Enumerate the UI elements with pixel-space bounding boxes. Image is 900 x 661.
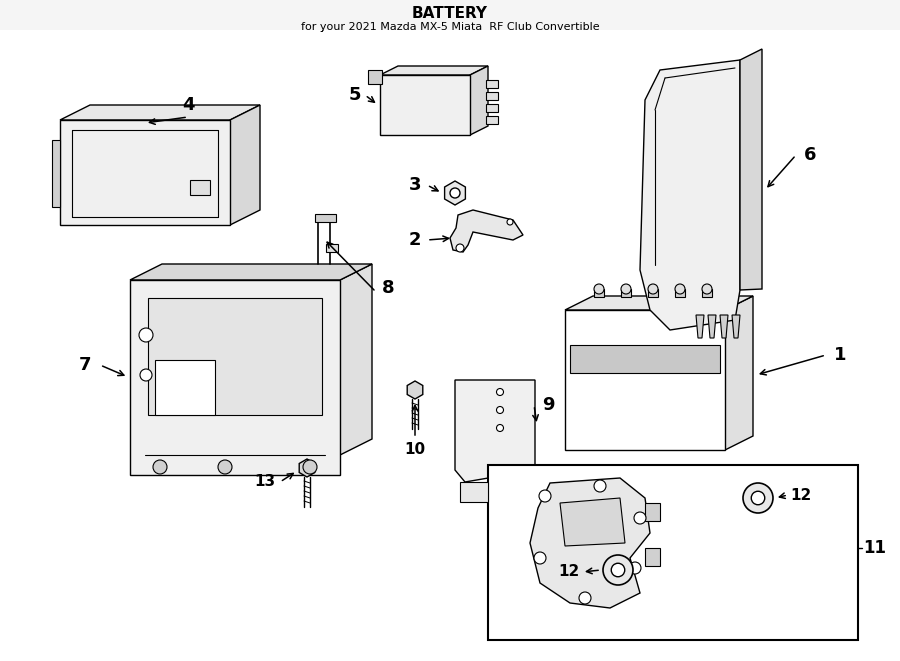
Bar (648, 289, 658, 297)
Polygon shape (130, 280, 340, 475)
Bar (645, 548, 660, 566)
Bar (675, 289, 685, 297)
Polygon shape (640, 60, 740, 330)
Polygon shape (230, 105, 260, 225)
Bar (645, 503, 660, 521)
Circle shape (303, 460, 317, 474)
Polygon shape (470, 66, 488, 135)
Bar (190, 180, 210, 195)
Text: 1: 1 (833, 346, 846, 364)
Text: 4: 4 (182, 96, 194, 114)
Bar (486, 80, 498, 88)
Text: 8: 8 (382, 279, 394, 297)
Circle shape (743, 483, 773, 513)
Text: 11: 11 (863, 539, 886, 557)
Bar (621, 289, 631, 297)
Circle shape (139, 328, 153, 342)
Polygon shape (130, 264, 372, 280)
Polygon shape (740, 49, 762, 290)
Polygon shape (340, 264, 372, 455)
Bar (702, 289, 712, 297)
Polygon shape (708, 315, 716, 338)
Text: 5: 5 (349, 86, 361, 104)
Polygon shape (455, 380, 535, 482)
Circle shape (497, 389, 503, 395)
Circle shape (629, 562, 641, 574)
Text: BATTERY: BATTERY (412, 7, 488, 22)
Circle shape (603, 555, 633, 585)
Circle shape (594, 480, 606, 492)
Polygon shape (530, 478, 650, 608)
Polygon shape (565, 310, 725, 450)
Polygon shape (60, 105, 260, 120)
Circle shape (497, 407, 503, 414)
Text: 2: 2 (409, 231, 421, 249)
Bar (155, 360, 215, 415)
Text: 9: 9 (542, 396, 554, 414)
Circle shape (534, 552, 546, 564)
Circle shape (153, 460, 167, 474)
Bar (0, 0, 900, 28)
Circle shape (507, 219, 513, 225)
Circle shape (456, 244, 464, 252)
Polygon shape (565, 296, 753, 310)
Bar (326, 244, 338, 252)
Polygon shape (720, 315, 728, 338)
Bar (594, 289, 604, 297)
Polygon shape (299, 459, 315, 477)
Circle shape (450, 188, 460, 198)
Bar (0, 0, 900, 30)
Polygon shape (560, 498, 625, 546)
Circle shape (648, 284, 658, 294)
Text: 10: 10 (404, 442, 426, 457)
Text: 3: 3 (409, 176, 421, 194)
Polygon shape (450, 210, 523, 252)
Polygon shape (380, 75, 470, 135)
Text: 7: 7 (79, 356, 91, 374)
Polygon shape (732, 315, 740, 338)
Polygon shape (52, 140, 60, 207)
Polygon shape (60, 120, 230, 225)
Polygon shape (407, 381, 423, 399)
Bar (486, 92, 498, 100)
Circle shape (675, 284, 685, 294)
Circle shape (752, 491, 765, 505)
Circle shape (621, 284, 631, 294)
Text: BATTERY: BATTERY (412, 7, 488, 22)
Text: for your 2021 Mazda MX-5 Miata  RF Club Convertible: for your 2021 Mazda MX-5 Miata RF Club C… (301, 22, 599, 32)
Circle shape (140, 369, 152, 381)
Polygon shape (445, 181, 465, 205)
Circle shape (497, 424, 503, 432)
Circle shape (218, 460, 232, 474)
Bar (460, 482, 488, 502)
Circle shape (579, 592, 591, 604)
Text: 6: 6 (804, 146, 816, 164)
Text: 13: 13 (255, 475, 275, 490)
Text: 12: 12 (790, 488, 811, 502)
Circle shape (634, 512, 646, 524)
Polygon shape (380, 66, 488, 75)
Circle shape (539, 490, 551, 502)
Bar (368, 70, 382, 84)
Bar (315, 214, 336, 222)
Bar (488, 465, 858, 640)
Bar (570, 345, 720, 373)
Circle shape (702, 284, 712, 294)
Bar (486, 116, 498, 124)
Text: 12: 12 (559, 564, 580, 580)
Polygon shape (148, 298, 322, 415)
Text: for your 2021 Mazda MX-5 Miata  RF Club Convertible: for your 2021 Mazda MX-5 Miata RF Club C… (301, 22, 599, 32)
Circle shape (594, 284, 604, 294)
Bar (486, 104, 498, 112)
Polygon shape (725, 296, 753, 450)
Circle shape (611, 563, 625, 577)
Polygon shape (696, 315, 704, 338)
